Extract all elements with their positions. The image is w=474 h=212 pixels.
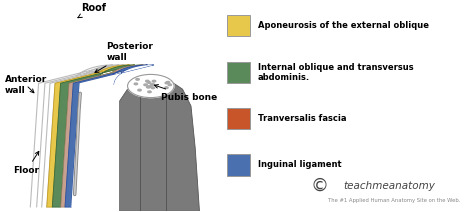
Circle shape [144,84,147,86]
FancyBboxPatch shape [227,15,250,36]
Polygon shape [65,65,154,207]
Circle shape [134,83,137,85]
Circle shape [148,91,151,93]
Text: Pubis bone: Pubis bone [155,85,218,102]
Text: Roof: Roof [78,3,106,18]
Circle shape [165,82,169,84]
FancyBboxPatch shape [227,108,250,129]
Polygon shape [71,65,154,211]
Circle shape [168,84,172,86]
Polygon shape [52,65,143,207]
Text: Posterior
wall: Posterior wall [95,42,153,73]
Circle shape [166,81,170,83]
Circle shape [151,84,154,86]
Circle shape [151,84,154,85]
Circle shape [146,86,150,88]
Circle shape [147,82,151,83]
Circle shape [165,87,168,89]
FancyBboxPatch shape [227,154,250,176]
Circle shape [146,80,149,82]
Text: Tranversalis fascia: Tranversalis fascia [258,114,346,123]
Circle shape [152,80,155,82]
Circle shape [151,87,155,89]
Text: ©: © [310,177,328,195]
Circle shape [147,86,150,88]
Text: Floor: Floor [13,151,39,175]
Polygon shape [0,1,220,211]
Text: Anterior
wall: Anterior wall [5,75,47,95]
Text: The #1 Applied Human Anatomy Site on the Web.: The #1 Applied Human Anatomy Site on the… [328,198,461,203]
Text: Inguinal ligament: Inguinal ligament [258,160,341,169]
Text: teachmeanatomy: teachmeanatomy [343,181,435,191]
Circle shape [136,78,139,80]
FancyBboxPatch shape [227,62,250,83]
Polygon shape [61,65,147,207]
Circle shape [138,89,141,91]
Text: Aponeurosis of the external oblique: Aponeurosis of the external oblique [258,21,429,31]
Text: Internal oblique and transversus
abdominis.: Internal oblique and transversus abdomin… [258,63,413,82]
Polygon shape [47,65,135,207]
Circle shape [148,85,152,87]
Polygon shape [119,79,200,211]
Circle shape [128,74,174,98]
